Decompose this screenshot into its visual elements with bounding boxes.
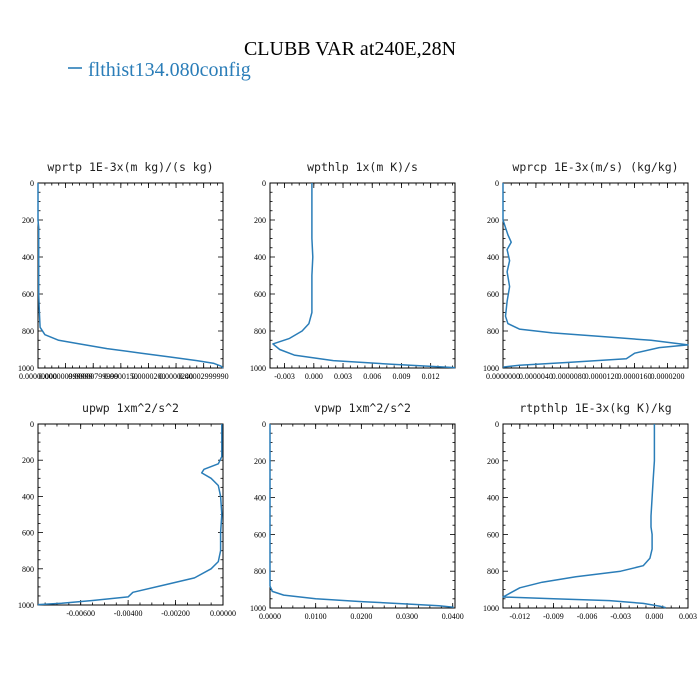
x-tick-label: 0.0400 bbox=[442, 612, 464, 621]
y-tick-label: 800 bbox=[487, 567, 499, 576]
y-tick-label: 400 bbox=[487, 494, 499, 503]
panel-title: wprtp 1E-3x(m kg)/(s kg) bbox=[47, 160, 213, 174]
panels: wprtp 1E-3x(m kg)/(s kg) 0 200 400 600 800 100… bbox=[18, 160, 697, 621]
x-tick-label: -0.00400 bbox=[114, 609, 143, 618]
y-tick-label: 400 bbox=[22, 253, 34, 262]
x-tick-label: 0.0100 bbox=[305, 612, 327, 621]
x-tick-label: 0.009 bbox=[392, 372, 410, 381]
legend: flthist134.080config bbox=[68, 59, 251, 81]
panel-title: wpthlp 1x(m K)/s bbox=[307, 160, 418, 174]
x-tick-label: 0.006 bbox=[363, 372, 381, 381]
x-tick-label: 0.0000080 bbox=[552, 372, 586, 381]
y-tick-label: 200 bbox=[487, 216, 499, 225]
x-tick-label: 0.0300 bbox=[396, 612, 418, 621]
x-tick-label: 0.00002999990 bbox=[179, 372, 229, 381]
y-tick-label: 0 bbox=[495, 420, 499, 429]
x-tick-label: 0.012 bbox=[422, 372, 440, 381]
plot-frame bbox=[269, 182, 456, 369]
x-tick-label: 0.00000799999 bbox=[68, 372, 118, 381]
y-tick-label: 1000 bbox=[483, 364, 499, 373]
y-tick-label: 0 bbox=[262, 420, 266, 429]
panel-4: upwp 1xm^2/s^2 0 200 400 600 800 1000 -0.00600 -… bbox=[18, 401, 236, 618]
x-tick-label: -0.012 bbox=[509, 612, 530, 621]
y-tick-label: 1000 bbox=[250, 604, 266, 613]
y-tick-label: 0 bbox=[30, 179, 34, 188]
x-tick-label: -0.00200 bbox=[161, 609, 190, 618]
x-tick-label: -0.006 bbox=[577, 612, 598, 621]
x-tick-label: -0.009 bbox=[543, 612, 564, 621]
legend-label: flthist134.080config bbox=[88, 59, 251, 81]
y-tick-label: 800 bbox=[22, 565, 34, 574]
x-tick-label: 0.000 bbox=[645, 612, 663, 621]
y-tick-label: 800 bbox=[254, 327, 266, 336]
x-tick-label: 0.00000 bbox=[210, 609, 236, 618]
x-tick-label: 0.0000000 bbox=[486, 372, 520, 381]
panel-1: wprtp 1E-3x(m kg)/(s kg) 0 200 400 600 800 100… bbox=[18, 160, 229, 381]
y-tick-label: 400 bbox=[22, 492, 34, 501]
x-tick-label: 0.0000240 bbox=[159, 372, 193, 381]
x-tick-label: 0.0000040 bbox=[519, 372, 553, 381]
series-line bbox=[37, 183, 224, 369]
x-tick-label: 0.0000 bbox=[259, 612, 281, 621]
y-tick-label: 400 bbox=[254, 253, 266, 262]
plot-frame bbox=[37, 182, 224, 369]
plot-frame bbox=[269, 423, 456, 609]
series-line bbox=[502, 424, 666, 609]
y-tick-label: 400 bbox=[487, 253, 499, 262]
panel-title: rtpthlp 1E-3x(kg K)/kg bbox=[519, 401, 671, 415]
x-tick-label: 0.0000160 bbox=[618, 372, 652, 381]
x-tick-label: 0.000 bbox=[305, 372, 323, 381]
y-tick-label: 1000 bbox=[18, 364, 34, 373]
y-tick-label: 800 bbox=[22, 327, 34, 336]
y-tick-label: 600 bbox=[22, 290, 34, 299]
y-tick-label: 200 bbox=[254, 457, 266, 466]
x-tick-label: 0.003 bbox=[679, 612, 697, 621]
figure-title: CLUBB VAR at240E,28N bbox=[244, 38, 456, 60]
x-tick-label: 0.0000150 bbox=[104, 372, 138, 381]
y-tick-label: 0 bbox=[495, 179, 499, 188]
panel-2: wpthlp 1x(m K)/s 0 200 400 600 800 1000 -0.003 0… bbox=[250, 160, 456, 381]
panel-6: rtpthlp 1E-3x(kg K)/kg 0 200 400 600 800 1000 -… bbox=[483, 401, 697, 621]
plot-frame bbox=[502, 182, 689, 369]
y-tick-label: 1000 bbox=[18, 601, 34, 610]
y-tick-label: 200 bbox=[22, 216, 34, 225]
y-tick-label: 200 bbox=[22, 456, 34, 465]
x-tick-label: 0.000000999999 bbox=[39, 372, 93, 381]
panel-title: upwp 1xm^2/s^2 bbox=[82, 401, 179, 415]
x-tick-label: -0.00600 bbox=[66, 609, 95, 618]
y-tick-label: 800 bbox=[487, 327, 499, 336]
panel-title: wprcp 1E-3x(m/s) (kg/kg) bbox=[512, 160, 678, 174]
y-tick-label: 1000 bbox=[250, 364, 266, 373]
series-line bbox=[272, 183, 456, 369]
y-tick-label: 1000 bbox=[483, 604, 499, 613]
x-tick-label: 0.00000000 bbox=[19, 372, 57, 381]
series-line bbox=[502, 183, 689, 368]
y-tick-label: 600 bbox=[22, 529, 34, 538]
y-tick-label: 0 bbox=[262, 179, 266, 188]
x-tick-label: 0.0200 bbox=[350, 612, 372, 621]
y-tick-label: 600 bbox=[487, 290, 499, 299]
y-tick-label: 200 bbox=[487, 457, 499, 466]
x-tick-label: 0.0000200 bbox=[650, 372, 684, 381]
x-tick-label: -0.003 bbox=[274, 372, 295, 381]
y-tick-label: 0 bbox=[30, 420, 34, 429]
y-tick-label: 200 bbox=[254, 216, 266, 225]
panel-3: wprcp 1E-3x(m/s) (kg/kg) 0 200 400 600 800 100… bbox=[483, 160, 689, 381]
x-tick-label: 0.0000200 bbox=[131, 372, 165, 381]
panel-title: vpwp 1xm^2/s^2 bbox=[314, 401, 411, 415]
series-line bbox=[269, 424, 454, 609]
y-tick-label: 800 bbox=[254, 567, 266, 576]
x-tick-label: -0.003 bbox=[610, 612, 631, 621]
y-tick-label: 600 bbox=[254, 530, 266, 539]
x-tick-label: 0.0000120 bbox=[585, 372, 619, 381]
y-tick-label: 600 bbox=[254, 290, 266, 299]
x-tick-label: 0.003 bbox=[334, 372, 352, 381]
series-line bbox=[37, 424, 223, 606]
y-tick-label: 400 bbox=[254, 494, 266, 503]
plot-frame bbox=[502, 423, 689, 609]
y-tick-label: 600 bbox=[487, 530, 499, 539]
